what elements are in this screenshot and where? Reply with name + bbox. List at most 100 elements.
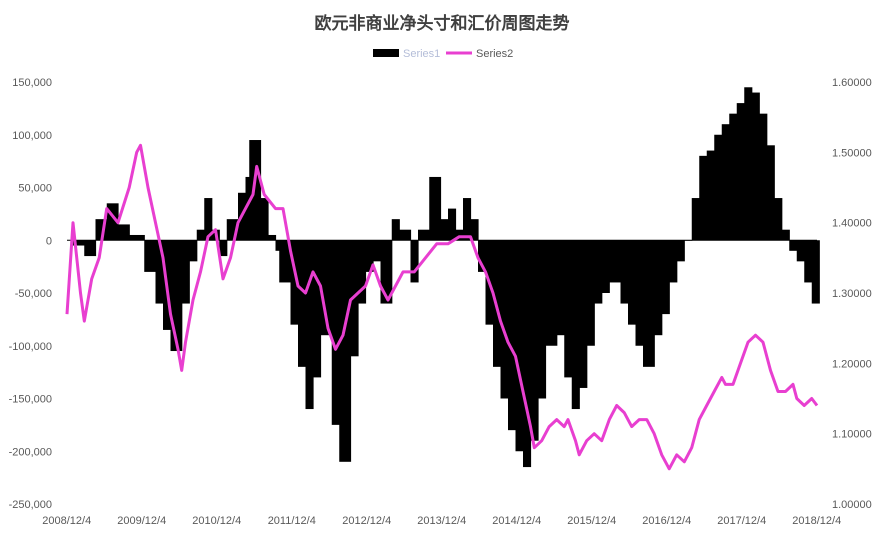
series1-bar	[455, 229, 464, 241]
series1-bar	[260, 198, 269, 241]
series1-bar	[305, 240, 314, 410]
series1-bar	[811, 240, 820, 304]
series1-bar	[736, 103, 745, 241]
series1-bar	[448, 208, 457, 241]
series1-bar	[373, 240, 382, 262]
series1-bar	[84, 240, 97, 257]
right-tick-label: 1.60000	[832, 77, 872, 89]
x-tick-label: 2013/12/4	[417, 515, 466, 527]
series1-bar	[380, 240, 393, 304]
left-tick-label: 50,000	[18, 183, 52, 195]
series2-line-path	[65, 143, 819, 471]
series1-bar	[609, 240, 622, 283]
series1-bar	[350, 240, 359, 357]
series1-bar	[774, 198, 783, 241]
series1-bar	[181, 240, 190, 304]
series1-bar	[523, 240, 532, 468]
series1-bar	[766, 145, 775, 241]
right-tick-label: 1.20000	[832, 358, 872, 370]
series1-bar	[530, 240, 539, 441]
legend: Series1 Series2	[373, 48, 513, 60]
x-tick-label: 2016/12/4	[642, 515, 691, 527]
series1-bar	[515, 240, 524, 452]
right-tick-label: 1.10000	[832, 429, 872, 441]
series1-bar	[358, 240, 367, 304]
x-tick-label: 2018/12/4	[792, 515, 841, 527]
series1-bar	[579, 240, 588, 388]
right-tick-label: 1.40000	[832, 218, 872, 230]
x-tick-label: 2011/12/4	[268, 515, 316, 527]
series1-bar	[669, 240, 678, 283]
series1-bar	[331, 240, 340, 425]
series1-bar	[796, 240, 805, 262]
series1-bar	[106, 203, 119, 241]
series1-bar	[538, 240, 547, 399]
series1-bar	[95, 219, 108, 241]
series1-bar	[73, 240, 85, 246]
left-tick-label: -150,000	[9, 394, 52, 406]
series1-bar	[571, 240, 580, 410]
series1-bar	[556, 240, 565, 336]
series1-bar	[545, 240, 558, 346]
series1-bar	[654, 240, 663, 336]
series1-bar	[429, 176, 442, 241]
series1-bar	[440, 219, 449, 241]
x-tick-label: 2014/12/4	[492, 515, 541, 527]
series1-bar	[268, 234, 277, 241]
left-tick-label: -200,000	[9, 446, 52, 458]
series1-bar	[508, 240, 517, 431]
series1-bar	[691, 198, 700, 241]
x-tick-label: 2012/12/4	[342, 515, 391, 527]
series1-bar	[339, 240, 352, 462]
series1-bar	[365, 240, 374, 272]
series1-bar	[204, 198, 213, 241]
series1-bar	[275, 240, 280, 251]
series1-bar	[298, 240, 307, 367]
series1-bar	[628, 240, 637, 325]
legend-label-series1: Series1	[403, 48, 440, 60]
series1-bar	[463, 198, 472, 241]
series1-bar	[729, 113, 738, 241]
series1-bar	[155, 240, 164, 304]
right-tick-label: 1.50000	[832, 147, 872, 159]
x-tick-label: 2015/12/4	[567, 515, 616, 527]
series1-bar	[601, 240, 610, 293]
left-axis-ticks: 150,000 100,000 50,000 0 -50,000 -100,000 -150…	[9, 77, 52, 511]
series1-bar	[804, 240, 813, 283]
series1-bar	[418, 229, 430, 241]
right-tick-label: 1.00000	[832, 499, 872, 511]
series2-line	[65, 143, 819, 471]
series1-bar	[245, 176, 250, 241]
series1-bar	[706, 150, 715, 241]
series1-bar	[620, 240, 629, 304]
series1-bar	[249, 140, 262, 241]
series1-bar	[226, 219, 239, 241]
series1-bar	[290, 240, 299, 325]
legend-swatch-series1	[373, 49, 399, 57]
series1-bar	[470, 219, 479, 241]
x-tick-label: 2010/12/4	[192, 515, 241, 527]
series1-bars	[73, 87, 820, 468]
series1-bar	[643, 240, 655, 367]
series1-bar	[478, 240, 487, 272]
series1-bar	[714, 134, 723, 241]
x-tick-label: 2008/12/4	[42, 515, 91, 527]
series1-bar	[721, 124, 730, 241]
series1-bar	[676, 240, 685, 262]
series1-bar	[759, 113, 768, 241]
series1-bar	[313, 240, 322, 378]
left-tick-label: 150,000	[12, 77, 52, 89]
legend-label-series2: Series2	[476, 48, 513, 60]
series1-bar	[170, 240, 183, 352]
left-tick-label: -50,000	[15, 288, 52, 300]
series1-bar	[789, 240, 798, 251]
series1-bar	[189, 240, 198, 262]
left-tick-label: 0	[46, 235, 52, 247]
series1-bar	[129, 234, 145, 241]
series1-bar	[594, 240, 603, 304]
series1-bar	[751, 92, 760, 241]
series1-bar	[500, 240, 509, 399]
series1-bar	[699, 155, 708, 241]
series1-bar	[661, 240, 670, 315]
